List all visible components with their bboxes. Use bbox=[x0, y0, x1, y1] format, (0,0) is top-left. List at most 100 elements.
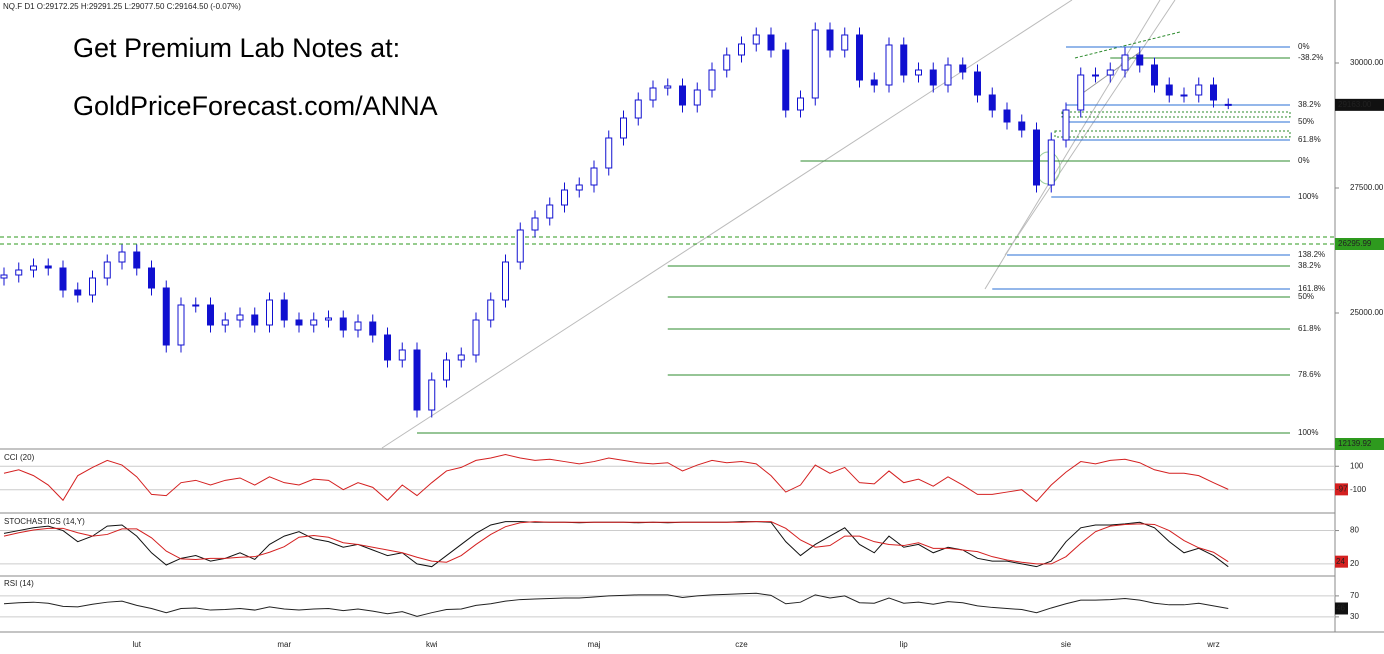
panel-title: STOCHASTICS (14,Y) bbox=[4, 517, 85, 526]
drawings bbox=[381, 0, 1291, 449]
panel-title: RSI (14) bbox=[4, 579, 34, 588]
candle-body bbox=[944, 64, 952, 86]
channel-line bbox=[1074, 31, 1181, 59]
value-label: 46 bbox=[1336, 604, 1345, 613]
price-label: 26295.99 bbox=[1338, 239, 1372, 248]
candle-body bbox=[1151, 64, 1158, 86]
price-label-box bbox=[1335, 238, 1384, 250]
candle-body bbox=[103, 261, 111, 279]
candle-body bbox=[664, 85, 672, 89]
fib-label: 50% bbox=[1298, 117, 1314, 126]
y-tick-label: 80 bbox=[1350, 526, 1359, 535]
candle-body bbox=[1106, 69, 1114, 76]
candle-body bbox=[251, 314, 259, 326]
candle-body bbox=[546, 204, 554, 219]
candle-body bbox=[826, 29, 834, 51]
candle-body bbox=[782, 49, 790, 111]
fib-label: 61.8% bbox=[1298, 324, 1321, 333]
candle-body bbox=[708, 69, 716, 91]
candle-body bbox=[413, 349, 421, 411]
candle-body bbox=[295, 319, 303, 326]
candle-body bbox=[428, 379, 436, 411]
candle-body bbox=[15, 269, 23, 276]
candle-body bbox=[354, 321, 362, 331]
candle-body bbox=[605, 137, 613, 169]
candle-body bbox=[207, 304, 214, 326]
candle-body bbox=[221, 319, 229, 326]
fib-label: 61.8% bbox=[1298, 135, 1321, 144]
x-tick-label: cze bbox=[735, 640, 748, 649]
candle-body bbox=[1047, 139, 1055, 186]
candle-body bbox=[487, 299, 495, 321]
indicator-line bbox=[3, 521, 1229, 565]
candle-body bbox=[1033, 129, 1040, 186]
candle-body bbox=[841, 34, 849, 51]
candle-body bbox=[856, 34, 863, 81]
candle-body bbox=[0, 274, 8, 279]
fib-label: 100% bbox=[1298, 192, 1318, 201]
fib-label: 78.6% bbox=[1298, 370, 1321, 379]
y-tick-label: -100 bbox=[1350, 485, 1367, 494]
x-tick-label: kwi bbox=[426, 640, 438, 649]
candle-body bbox=[369, 321, 377, 336]
candle-body bbox=[236, 314, 244, 321]
candle-body bbox=[649, 87, 657, 101]
candle-body bbox=[89, 277, 96, 296]
price-label-box bbox=[1335, 98, 1384, 111]
candle-body bbox=[398, 349, 406, 361]
candle-body bbox=[929, 69, 937, 86]
candle-body bbox=[1077, 74, 1085, 111]
zone bbox=[1061, 111, 1291, 118]
candle-body bbox=[133, 251, 141, 269]
y-tick-label: 30000.00 bbox=[1350, 58, 1384, 67]
promo-text: Get Premium Lab Notes at: bbox=[73, 33, 400, 63]
candle-body bbox=[310, 319, 318, 326]
candle-body bbox=[1121, 54, 1129, 71]
price-label-box bbox=[1335, 438, 1384, 450]
fib-label: 0% bbox=[1298, 156, 1310, 165]
price-label: 12139.92 bbox=[1338, 439, 1372, 448]
candle-body bbox=[339, 317, 347, 331]
y-tick-label: 27500.00 bbox=[1350, 183, 1384, 192]
candle-body bbox=[693, 89, 701, 106]
candle-body bbox=[590, 167, 598, 186]
x-tick-label: wrz bbox=[1206, 640, 1219, 649]
candle-body bbox=[811, 29, 819, 99]
value-label-box bbox=[1335, 555, 1348, 568]
value-label: -97 bbox=[1336, 484, 1348, 493]
candle-body bbox=[74, 289, 82, 296]
candle-body bbox=[575, 184, 583, 191]
price-label: 29163.00 bbox=[1338, 100, 1372, 109]
candle-body bbox=[472, 319, 480, 356]
candle-body bbox=[531, 217, 539, 231]
x-tick-label: lut bbox=[133, 640, 142, 649]
x-tick-label: sie bbox=[1061, 640, 1072, 649]
value-label: 24 bbox=[1336, 557, 1345, 566]
candle-body bbox=[1018, 121, 1026, 131]
candle-body bbox=[1092, 74, 1099, 77]
indicator-line bbox=[3, 454, 1229, 503]
candle-body bbox=[1165, 84, 1173, 96]
candle-body bbox=[148, 267, 155, 289]
candle-body bbox=[266, 299, 273, 326]
fib-label: 0% bbox=[1298, 42, 1310, 51]
candle-body bbox=[44, 265, 52, 269]
candle-body bbox=[959, 64, 967, 73]
fib-label: -38.2% bbox=[1298, 53, 1323, 62]
candle-body bbox=[900, 44, 908, 76]
panel-title: CCI (20) bbox=[4, 453, 35, 462]
fib-label: 138.2% bbox=[1298, 250, 1325, 259]
candle-body bbox=[620, 117, 627, 139]
candle-body bbox=[561, 189, 568, 206]
y-tick-label: 100 bbox=[1350, 461, 1364, 470]
candle-body bbox=[915, 69, 922, 76]
candle-body bbox=[443, 359, 450, 381]
candle-body bbox=[885, 44, 893, 86]
y-tick-label: 25000.00 bbox=[1350, 308, 1384, 317]
candle-body bbox=[1224, 103, 1232, 106]
candle-body bbox=[752, 34, 760, 45]
y-tick-label: 30 bbox=[1350, 612, 1359, 621]
candle-body bbox=[384, 334, 391, 361]
